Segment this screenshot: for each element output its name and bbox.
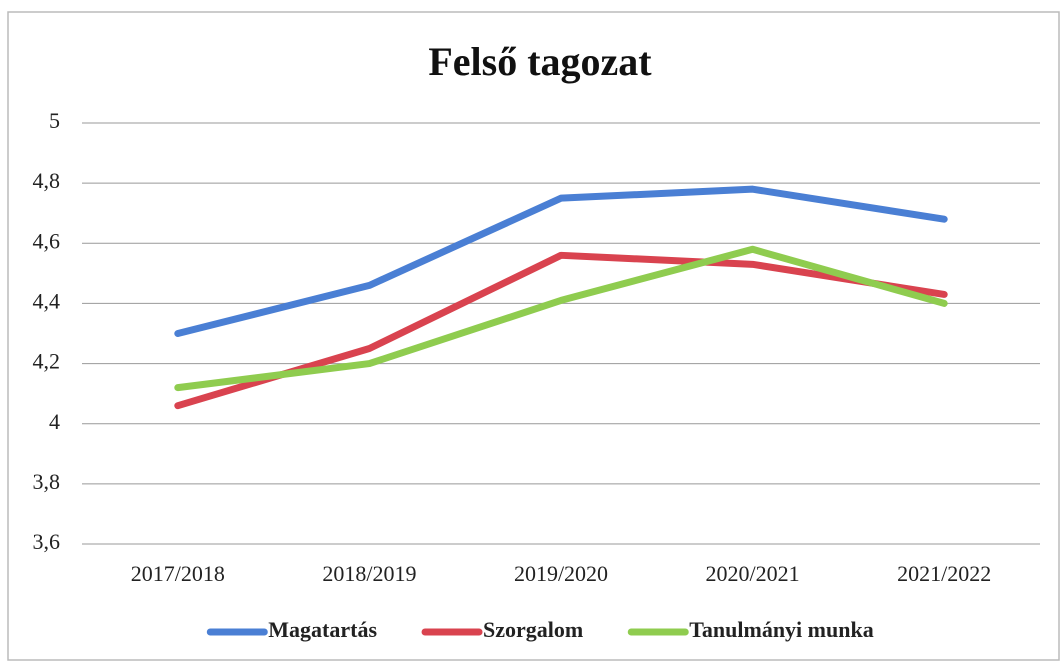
y-tick-label: 4,2 [33, 349, 61, 374]
series-line [174, 251, 948, 410]
chart-title: Felső tagozat [428, 39, 652, 84]
y-tick-label: 4,6 [33, 228, 61, 253]
legend-label: Szorgalom [483, 617, 583, 642]
series-line [174, 245, 948, 392]
y-tick-label: 4,8 [33, 168, 61, 193]
y-tick-label: 3,8 [33, 469, 61, 494]
x-tick-label: 2019/2020 [514, 561, 608, 586]
x-tick-label: 2018/2019 [322, 561, 416, 586]
series-line [174, 185, 948, 337]
y-tick-label: 4 [49, 409, 60, 434]
chart-frame [7, 11, 1060, 661]
y-tick-label: 5 [49, 108, 60, 133]
y-tick-label: 4,4 [33, 288, 61, 313]
legend-label: Tanulmányi munka [689, 617, 873, 642]
y-tick-label: 3,6 [33, 529, 61, 554]
x-tick-label: 2017/2018 [131, 561, 225, 586]
x-tick-label: 2020/2021 [706, 561, 800, 586]
x-tick-label: 2021/2022 [897, 561, 991, 586]
legend-label: Magatartás [268, 617, 377, 642]
